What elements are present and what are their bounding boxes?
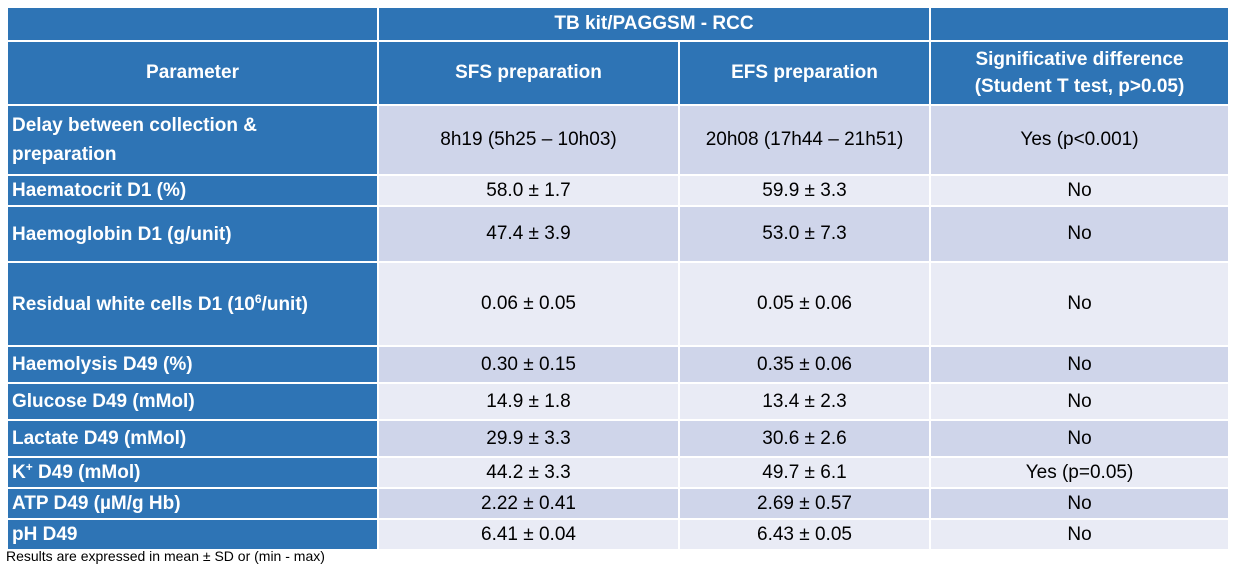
efs-cell: 0.05 ± 0.06 bbox=[678, 261, 931, 347]
sig-cell: No bbox=[929, 174, 1230, 207]
sfs-cell: 44.2 ± 3.3 bbox=[377, 456, 680, 489]
param-cell: pH D49 bbox=[6, 518, 379, 551]
sig-cell: Yes (p<0.001) bbox=[929, 104, 1230, 176]
sig-cell: No bbox=[929, 419, 1230, 458]
col-header-significance: Significative difference (Student T test… bbox=[929, 40, 1230, 106]
table-row: Haemolysis D49 (%) 0.30 ± 0.15 0.35 ± 0.… bbox=[6, 345, 1230, 384]
param-cell: Lactate D49 (mMol) bbox=[6, 419, 379, 458]
param-cell: Glucose D49 (mMol) bbox=[6, 382, 379, 421]
efs-cell: 0.35 ± 0.06 bbox=[678, 345, 931, 384]
param-superscript: 6 bbox=[254, 291, 262, 306]
efs-cell: 59.9 ± 3.3 bbox=[678, 174, 931, 207]
param-cell: Haematocrit D1 (%) bbox=[6, 174, 379, 207]
sfs-cell: 2.22 ± 0.41 bbox=[377, 487, 680, 520]
param-label-line1: Delay between collection & bbox=[12, 115, 257, 136]
sfs-cell: 14.9 ± 1.8 bbox=[377, 382, 680, 421]
param-cell: K+ D49 (mMol) bbox=[6, 456, 379, 489]
param-cell: Delay between collection & preparation bbox=[6, 104, 379, 176]
column-header-row: Parameter SFS preparation EFS preparatio… bbox=[6, 40, 1230, 106]
table-row: pH D49 6.41 ± 0.04 6.43 ± 0.05 No bbox=[6, 518, 1230, 551]
header-corner-cell bbox=[6, 6, 379, 42]
table-row: ATP D49 (µM/g Hb) 2.22 ± 0.41 2.69 ± 0.5… bbox=[6, 487, 1230, 520]
table-row: Residual white cells D1 (106/unit) 0.06 … bbox=[6, 261, 1230, 347]
param-cell: ATP D49 (µM/g Hb) bbox=[6, 487, 379, 520]
param-label-line2: preparation bbox=[12, 144, 117, 165]
group-header-row: TB kit/PAGGSM - RCC bbox=[6, 6, 1230, 42]
sfs-cell: 0.30 ± 0.15 bbox=[377, 345, 680, 384]
param-superscript: + bbox=[25, 460, 33, 474]
table-row: Haemoglobin D1 (g/unit) 47.4 ± 3.9 53.0 … bbox=[6, 205, 1230, 263]
param-label-suffix: /unit) bbox=[261, 293, 308, 315]
efs-cell: 2.69 ± 0.57 bbox=[678, 487, 931, 520]
col-sig-label-line1: Significative difference bbox=[975, 49, 1184, 70]
table-row: Lactate D49 (mMol) 29.9 ± 3.3 30.6 ± 2.6… bbox=[6, 419, 1230, 458]
results-table: TB kit/PAGGSM - RCC Parameter SFS prepar… bbox=[6, 6, 1230, 551]
param-cell: Haemoglobin D1 (g/unit) bbox=[6, 205, 379, 263]
sig-cell: Yes (p=0.05) bbox=[929, 456, 1230, 489]
table-row: Glucose D49 (mMol) 14.9 ± 1.8 13.4 ± 2.3… bbox=[6, 382, 1230, 421]
col-efs-label: EFS preparation bbox=[731, 62, 878, 83]
param-cell: Residual white cells D1 (106/unit) bbox=[6, 261, 379, 347]
efs-cell: 6.43 ± 0.05 bbox=[678, 518, 931, 551]
param-label-suffix: D49 (mMol) bbox=[32, 462, 141, 483]
table-row: Delay between collection & preparation 8… bbox=[6, 104, 1230, 176]
col-header-efs: EFS preparation bbox=[678, 40, 931, 106]
sfs-cell: 0.06 ± 0.05 bbox=[377, 261, 680, 347]
col-header-sfs: SFS preparation bbox=[377, 40, 680, 106]
efs-cell: 30.6 ± 2.6 bbox=[678, 419, 931, 458]
sig-cell: No bbox=[929, 382, 1230, 421]
footnote: Results are expressed in mean ± SD or (m… bbox=[6, 548, 325, 564]
sfs-cell: 29.9 ± 3.3 bbox=[377, 419, 680, 458]
efs-cell: 53.0 ± 7.3 bbox=[678, 205, 931, 263]
sfs-cell: 47.4 ± 3.9 bbox=[377, 205, 680, 263]
sig-cell: No bbox=[929, 487, 1230, 520]
table-row: K+ D49 (mMol) 44.2 ± 3.3 49.7 ± 6.1 Yes … bbox=[6, 456, 1230, 489]
efs-cell: 13.4 ± 2.3 bbox=[678, 382, 931, 421]
sig-cell: No bbox=[929, 261, 1230, 347]
col-sfs-label: SFS preparation bbox=[455, 62, 602, 83]
sfs-cell: 58.0 ± 1.7 bbox=[377, 174, 680, 207]
sfs-cell: 6.41 ± 0.04 bbox=[377, 518, 680, 551]
param-label: K bbox=[12, 462, 26, 483]
param-label: Residual white cells D1 (10 bbox=[12, 293, 255, 315]
header-blank-cell bbox=[929, 6, 1230, 42]
efs-cell: 20h08 (17h44 – 21h51) bbox=[678, 104, 931, 176]
col-parameter-label: Parameter bbox=[146, 62, 239, 83]
col-sig-label-line2: (Student T test, p>0.05) bbox=[974, 76, 1185, 97]
sig-cell: No bbox=[929, 518, 1230, 551]
sfs-cell: 8h19 (5h25 – 10h03) bbox=[377, 104, 680, 176]
param-cell: Haemolysis D49 (%) bbox=[6, 345, 379, 384]
group-header-cell: TB kit/PAGGSM - RCC bbox=[377, 6, 931, 42]
col-header-parameter: Parameter bbox=[6, 40, 379, 106]
table-row: Haematocrit D1 (%) 58.0 ± 1.7 59.9 ± 3.3… bbox=[6, 174, 1230, 207]
sig-cell: No bbox=[929, 345, 1230, 384]
efs-cell: 49.7 ± 6.1 bbox=[678, 456, 931, 489]
group-header: TB kit/PAGGSM - RCC bbox=[554, 13, 754, 34]
sig-cell: No bbox=[929, 205, 1230, 263]
